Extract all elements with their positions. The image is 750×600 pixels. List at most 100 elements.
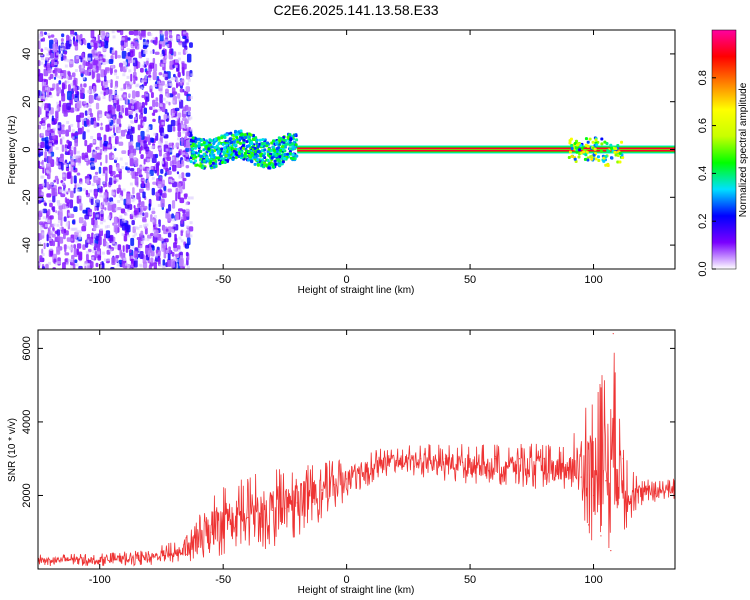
spectrogram-cell xyxy=(129,249,132,254)
spectrogram-cell xyxy=(56,75,60,79)
spectrogram-cell xyxy=(253,146,257,150)
spectrogram-cell xyxy=(49,73,54,79)
spectrogram-cell xyxy=(50,181,54,185)
spectrogram-cell xyxy=(73,175,77,184)
spectrogram-cell xyxy=(288,133,292,137)
spectrogram-cell xyxy=(70,123,74,127)
spectrogram-cell xyxy=(187,112,191,116)
spectrogram-cell xyxy=(570,154,574,158)
spectrogram-cell xyxy=(119,157,123,161)
spectrogram-cell xyxy=(64,58,68,62)
spectrogram-cell xyxy=(146,57,150,61)
spectrogram-cell xyxy=(286,135,290,139)
spectrogram-cell xyxy=(152,71,157,81)
spectrogram-cell xyxy=(213,138,217,142)
spectrogram-cell xyxy=(69,107,75,113)
spectrogram-cell xyxy=(111,106,116,115)
spectrogram-cell xyxy=(92,250,96,254)
spectrogram-cell xyxy=(195,163,199,167)
spectrogram-cell xyxy=(616,143,620,147)
spectrogram-cell xyxy=(73,244,77,249)
spectrogram-cell xyxy=(130,82,134,86)
spectrogram-cell xyxy=(56,223,60,227)
spectrogram-cell xyxy=(99,194,103,198)
spectrogram-cell xyxy=(173,73,176,78)
spectrogram-cell xyxy=(96,225,100,229)
spectrogram-cell xyxy=(181,159,184,164)
spectrogram-cell xyxy=(151,187,155,196)
spectrogram-cell xyxy=(66,34,70,43)
spectrogram-cell xyxy=(211,161,215,165)
spectrogram-cell xyxy=(118,171,122,180)
spectrogram-cell xyxy=(181,136,184,146)
spectrogram-cell xyxy=(114,69,118,73)
spectrogram-cell xyxy=(91,217,95,226)
spectrogram-cell xyxy=(117,199,121,203)
spectrogram-cell xyxy=(134,109,138,113)
spectrogram-cell xyxy=(54,62,58,66)
spectrogram-cell xyxy=(140,119,144,129)
spectrogram-cell xyxy=(164,238,169,243)
spectrogram-cell xyxy=(96,73,101,82)
spectrogram-cell xyxy=(165,55,169,59)
spectrogram-cell xyxy=(96,199,100,203)
spectrogram-cell xyxy=(56,87,62,94)
spectrogram-cell xyxy=(196,151,200,155)
spectrogram-cell xyxy=(226,159,230,163)
spectrogram-cell xyxy=(262,164,266,168)
spectrogram-cell xyxy=(102,62,106,66)
spectrogram-cell xyxy=(192,157,196,161)
spectrogram-cell xyxy=(129,182,133,186)
spectrogram-cell xyxy=(168,41,172,49)
spectrogram-cell xyxy=(151,244,155,249)
spectrogram-cell xyxy=(43,81,47,85)
spectrogram-cell xyxy=(134,102,138,111)
spectrogram-cell xyxy=(185,251,189,257)
spectrogram-cell xyxy=(64,159,68,163)
spectrogram-cell xyxy=(130,237,135,247)
spectrogram-cell xyxy=(200,154,204,158)
spectrogram-cell xyxy=(113,216,118,225)
spectrogram-cell xyxy=(236,140,240,144)
spectrogram-cell xyxy=(115,123,119,127)
spectrogram-cell xyxy=(152,118,156,123)
spectrogram-cell xyxy=(271,139,275,143)
spectrogram-cell xyxy=(207,147,211,151)
spectrogram-cell xyxy=(105,154,108,164)
spectrogram-cell xyxy=(271,165,275,169)
spectrogram-cell xyxy=(151,137,155,143)
spectrogram-cell xyxy=(71,129,75,133)
spectrogram-cell xyxy=(190,73,194,77)
spectrogram-cell xyxy=(99,265,103,269)
spectrogram-cell xyxy=(119,249,122,257)
spectrogram-cell xyxy=(90,117,94,125)
spectrogram-cell xyxy=(78,234,82,238)
spectrogram-cell xyxy=(177,71,181,78)
spectrogram-cell xyxy=(136,236,142,241)
spectrogram-cell xyxy=(240,150,244,154)
spectrogram-cell xyxy=(41,90,45,94)
spectrogram-cell xyxy=(175,153,180,158)
spectrogram-cell xyxy=(247,153,251,157)
spectrogram-cell xyxy=(229,137,233,141)
spectrogram-cell xyxy=(39,149,43,153)
spectrogram-cell xyxy=(73,146,77,155)
spectrogram-cell xyxy=(616,154,620,158)
spectrogram-cell xyxy=(90,30,95,39)
spectrogram-cell xyxy=(98,33,102,37)
spectrogram-cell xyxy=(128,69,132,73)
spectrogram-cell xyxy=(89,95,94,103)
spectrogram-cell xyxy=(188,226,194,232)
snr-point xyxy=(642,494,644,497)
spectrogram-xtick-label: 0 xyxy=(344,274,350,286)
spectrogram-cell xyxy=(266,141,270,145)
spectrogram-cell xyxy=(96,243,100,251)
spectrogram-cell xyxy=(116,206,122,211)
spectrogram-cell xyxy=(111,135,115,139)
spectrogram-cell xyxy=(141,94,145,99)
spectrogram-cell xyxy=(216,149,220,153)
spectrogram-cell xyxy=(107,258,111,262)
spectrogram-cell xyxy=(46,242,49,248)
spectrogram-cell xyxy=(38,60,41,67)
spectrogram-cell xyxy=(142,237,146,241)
